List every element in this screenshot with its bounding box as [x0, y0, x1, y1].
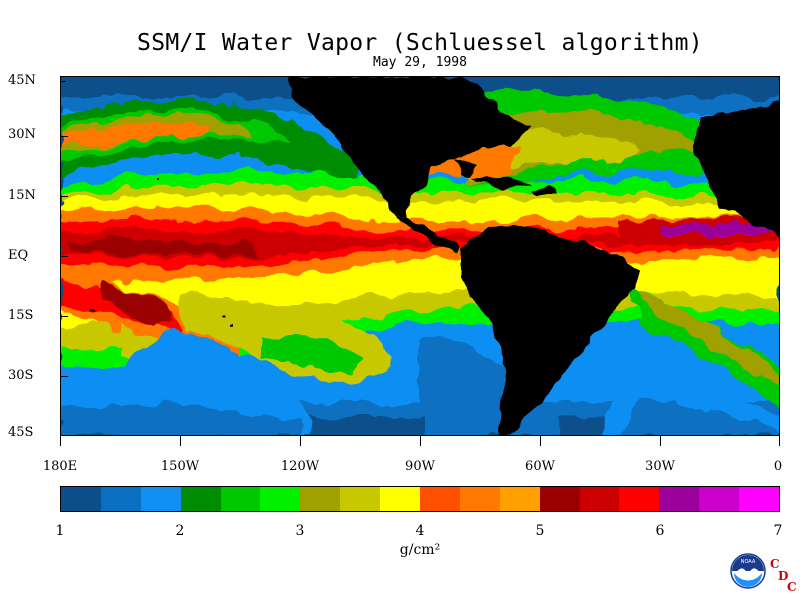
- lat-label-30n: 30N: [8, 127, 36, 142]
- noaa-logo-icon: NOAA: [730, 553, 766, 589]
- water-vapor-field: [61, 77, 779, 435]
- colorbar-tick-label: 7: [773, 523, 783, 539]
- lon-tick: [420, 436, 421, 446]
- lat-tick: [60, 316, 68, 317]
- colorbar-tick-label: 3: [295, 523, 305, 539]
- colorbar-tick-label: 1: [55, 523, 65, 539]
- cdc-letter-d: D: [778, 569, 789, 583]
- lon-tick: [180, 436, 181, 446]
- lon-tick: [779, 436, 780, 446]
- colorbar-tick-label: 5: [535, 523, 545, 539]
- lon-tick: [660, 436, 661, 446]
- map-title: SSM/I Water Vapor (Schluessel algorithm): [137, 30, 703, 56]
- colorbar-swatch: [539, 487, 580, 511]
- lon-label-150w: 150W: [160, 459, 200, 474]
- colorbar-swatch: [619, 487, 660, 511]
- colorbar-unit-label: g/cm²: [399, 542, 441, 558]
- lon-label-60w: 60W: [525, 459, 555, 474]
- lon-label-90w: 90W: [405, 459, 435, 474]
- cdc-letter-c1: C: [770, 557, 780, 571]
- lon-label-180e: 180E: [42, 459, 78, 474]
- colorbar-swatch: [579, 487, 620, 511]
- colorbar-swatch: [260, 487, 301, 511]
- colorbar-swatch: [300, 487, 341, 511]
- landmass-shapes: [91, 77, 779, 435]
- lon-label-0: 0: [773, 459, 783, 474]
- colorbar-swatch: [340, 487, 381, 511]
- noaa-logo-text: NOAA: [741, 559, 756, 565]
- cdc-letter-c2: C: [787, 580, 797, 594]
- lat-label-eq: EQ: [8, 248, 29, 263]
- water-vapor-map: [60, 76, 780, 436]
- lon-tick: [60, 436, 61, 446]
- colorbar-swatch: [220, 487, 261, 511]
- colorbar-swatch: [380, 487, 421, 511]
- lat-tick: [60, 136, 68, 137]
- lat-label-45s: 45S: [8, 425, 34, 440]
- colorbar-tick-label: 4: [415, 523, 425, 539]
- lat-tick: [60, 196, 68, 197]
- colorbar-swatch: [61, 487, 101, 511]
- lon-tick: [300, 436, 301, 446]
- colorbar-tick-label: 6: [655, 523, 665, 539]
- colorbar-swatch: [659, 487, 700, 511]
- map-subtitle-date: May 29, 1998: [373, 55, 467, 70]
- colorbar-swatch: [739, 487, 780, 511]
- lon-label-30w: 30W: [645, 459, 675, 474]
- lat-tick: [60, 256, 68, 257]
- lat-tick: [60, 81, 66, 82]
- lat-label-15n: 15N: [8, 188, 36, 203]
- colorbar-swatch: [699, 487, 740, 511]
- lat-label-45n: 45N: [8, 73, 36, 88]
- lat-tick: [60, 376, 68, 377]
- lon-label-120w: 120W: [280, 459, 320, 474]
- colorbar-swatch: [499, 487, 540, 511]
- lat-label-30s: 30S: [8, 368, 34, 383]
- colorbar-swatch: [100, 487, 141, 511]
- colorbar-swatch: [140, 487, 181, 511]
- colorbar-swatch: [180, 487, 221, 511]
- colorbar-tick-label: 2: [175, 523, 185, 539]
- colorbar-swatch: [420, 487, 460, 511]
- lon-tick: [540, 436, 541, 446]
- colorbar-legend: [60, 486, 780, 512]
- lat-label-15s: 15S: [8, 308, 34, 323]
- colorbar-swatch: [459, 487, 500, 511]
